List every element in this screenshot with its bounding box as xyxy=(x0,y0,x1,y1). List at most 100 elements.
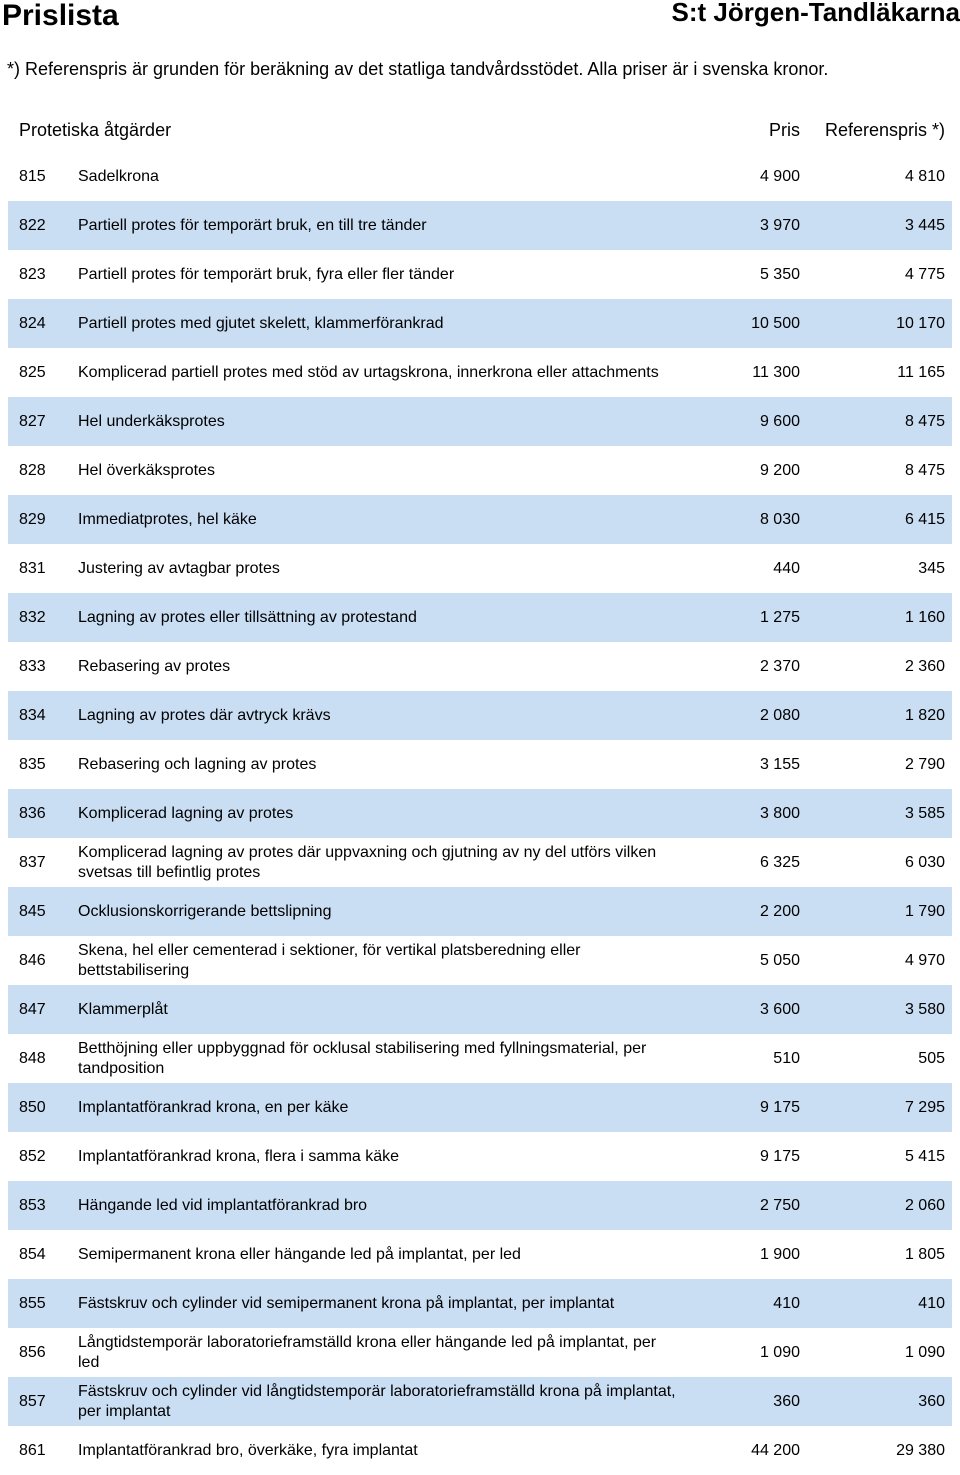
treatment-reference-price: 2 360 xyxy=(904,657,945,675)
treatment-description: Fästskruv och cylinder vid semipermanent… xyxy=(78,1294,615,1312)
treatment-reference-price: 4 775 xyxy=(904,265,945,283)
table-row: 845 Ocklusionskorrigerande bettslipning 2 … xyxy=(8,887,952,936)
treatment-code: 837 xyxy=(19,853,46,871)
table-row: 831 Justering av avtagbar protes 440 345 xyxy=(8,544,952,593)
table-row: 824 Partiell protes med gjutet skelett, k… xyxy=(8,299,952,348)
clinic-name: S:t Jörgen-Tandläkarna xyxy=(671,0,960,27)
treatment-reference-price: 505 xyxy=(918,1049,945,1067)
treatment-description: Långtidstemporär laboratorieframställd k… xyxy=(78,1333,657,1371)
treatment-code: 822 xyxy=(19,216,46,234)
treatment-description: Ocklusionskorrigerande bettslipning xyxy=(78,902,332,920)
treatment-reference-price: 1 160 xyxy=(904,608,945,626)
treatment-price: 1 275 xyxy=(759,608,800,626)
treatment-description: Skena, hel eller cementerad i sektioner,… xyxy=(78,941,581,979)
table-row: 852 Implantatförankrad krona, flera i sam… xyxy=(8,1132,952,1181)
treatment-reference-price: 1 790 xyxy=(904,902,945,920)
reference-price-note: *) Referenspris är grunden för beräkning… xyxy=(7,59,829,79)
treatment-reference-price: 3 445 xyxy=(904,216,945,234)
treatment-description: Hel underkäksprotes xyxy=(78,412,225,430)
page-header: Prislista S:t Jörgen-Tandläkarna xyxy=(0,0,960,34)
treatment-code: 833 xyxy=(19,657,46,675)
treatment-price: 410 xyxy=(773,1294,800,1312)
treatment-price: 9 175 xyxy=(759,1098,800,1116)
treatment-price: 9 600 xyxy=(759,412,800,430)
treatment-reference-price: 1 805 xyxy=(904,1245,945,1263)
treatment-reference-price: 345 xyxy=(918,559,945,577)
treatment-code: 857 xyxy=(19,1392,46,1410)
treatment-code: 856 xyxy=(19,1343,46,1361)
treatment-description: Partiell protes för temporärt bruk, en t… xyxy=(78,216,427,234)
treatment-code: 827 xyxy=(19,412,46,430)
treatment-reference-price: 10 170 xyxy=(896,314,945,332)
treatment-reference-price: 1 090 xyxy=(904,1343,945,1361)
treatment-description: Klammerplåt xyxy=(78,1000,168,1018)
treatment-description: Komplicerad lagning av protes xyxy=(78,804,294,822)
treatment-description: Immediatprotes, hel käke xyxy=(78,510,257,528)
treatment-code: 855 xyxy=(19,1294,46,1312)
table-row: 828 Hel överkäksprotes 9 200 8 475 xyxy=(8,446,952,495)
treatment-code: 836 xyxy=(19,804,46,822)
treatment-price: 5 050 xyxy=(759,951,800,969)
table-row: 829 Immediatprotes, hel käke 8 030 6 415 xyxy=(8,495,952,544)
treatment-code: 835 xyxy=(19,755,46,773)
treatment-code: 846 xyxy=(19,951,46,969)
page-title: Prislista xyxy=(2,0,119,32)
treatment-price: 4 900 xyxy=(759,167,800,185)
treatment-reference-price: 2 060 xyxy=(904,1196,945,1214)
treatment-reference-price: 4 810 xyxy=(904,167,945,185)
treatment-code: 847 xyxy=(19,1000,46,1018)
table-row: 846 Skena, hel eller cementerad i sektion… xyxy=(8,936,952,985)
treatment-price: 5 350 xyxy=(759,265,800,283)
treatment-price: 9 175 xyxy=(759,1147,800,1165)
treatment-price: 3 800 xyxy=(759,804,800,822)
treatment-code: 832 xyxy=(19,608,46,626)
table-row: 837 Komplicerad lagning av protes där upp… xyxy=(8,838,952,887)
treatment-description: Rebasering av protes xyxy=(78,657,231,675)
treatment-price: 9 200 xyxy=(759,461,800,479)
treatment-code: 854 xyxy=(19,1245,46,1263)
treatment-price: 44 200 xyxy=(751,1441,800,1459)
treatment-description: Betthöjning eller uppbyggnad för ocklusa… xyxy=(78,1039,647,1077)
treatment-code: 828 xyxy=(19,461,46,479)
treatment-price: 3 600 xyxy=(759,1000,800,1018)
treatment-code: 853 xyxy=(19,1196,46,1214)
table-row: 833 Rebasering av protes 2 370 2 360 xyxy=(8,642,952,691)
table-row: 857 Fästskruv och cylinder vid långtidste… xyxy=(8,1377,952,1426)
treatment-description: Justering av avtagbar protes xyxy=(78,559,280,577)
treatment-description: Lagning av protes där avtryck krävs xyxy=(78,706,331,724)
section-title: Protetiska åtgärder xyxy=(19,120,172,140)
treatment-description: Rebasering och lagning av protes xyxy=(78,755,317,773)
treatment-description: Implantatförankrad krona, flera i samma … xyxy=(78,1147,400,1165)
table-body: 815 Sadelkrona 4 900 4 810 822 Partiell prote… xyxy=(8,152,952,1475)
treatment-reference-price: 11 165 xyxy=(897,363,945,381)
treatment-description: Implantatförankrad krona, en per käke xyxy=(78,1098,349,1116)
treatment-reference-price: 3 580 xyxy=(904,1000,945,1018)
treatment-code: 829 xyxy=(19,510,46,528)
treatment-reference-price: 410 xyxy=(918,1294,945,1312)
treatment-code: 848 xyxy=(19,1049,46,1067)
table-row: 854 Semipermanent krona eller hängande le… xyxy=(8,1230,952,1279)
treatment-description: Semipermanent krona eller hängande led p… xyxy=(78,1245,521,1263)
treatment-reference-price: 4 970 xyxy=(904,951,945,969)
treatment-description: Partiell protes med gjutet skelett, klam… xyxy=(78,314,444,332)
table-row: 823 Partiell protes för temporärt bruk, f… xyxy=(8,250,952,299)
treatment-reference-price: 7 295 xyxy=(904,1098,945,1116)
treatment-reference-price: 29 380 xyxy=(896,1441,945,1459)
treatment-price: 3 970 xyxy=(759,216,800,234)
treatment-code: 845 xyxy=(19,902,46,920)
treatment-price: 1 090 xyxy=(759,1343,800,1361)
treatment-reference-price: 2 790 xyxy=(904,755,945,773)
treatment-code: 815 xyxy=(19,167,46,185)
treatment-code: 831 xyxy=(19,559,46,577)
treatment-price: 1 900 xyxy=(759,1245,800,1263)
treatment-price: 2 370 xyxy=(759,657,800,675)
treatment-description: Hel överkäksprotes xyxy=(78,461,215,479)
treatment-code: 823 xyxy=(19,265,46,283)
treatment-price: 360 xyxy=(773,1392,800,1410)
treatment-description: Sadelkrona xyxy=(78,167,159,185)
treatment-code: 825 xyxy=(19,363,46,381)
table-row: 822 Partiell protes för temporärt bruk, e… xyxy=(8,201,952,250)
treatment-price: 510 xyxy=(773,1049,800,1067)
table-row: 856 Långtidstemporär laboratorieframställ… xyxy=(8,1328,952,1377)
table-row: 836 Komplicerad lagning av protes 3 800 3 5… xyxy=(8,789,952,838)
